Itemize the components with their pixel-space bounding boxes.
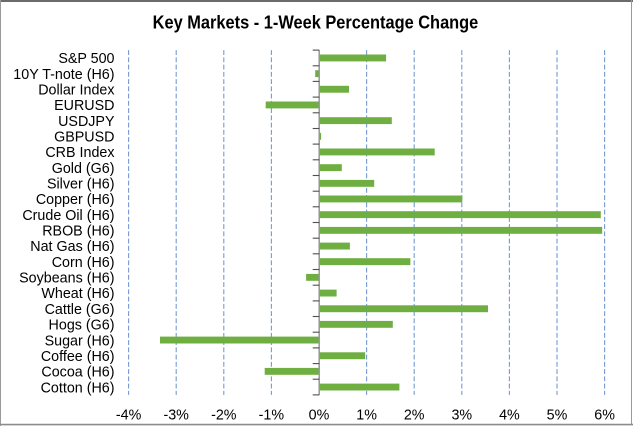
svg-text:S&P 500: S&P 500 — [58, 51, 114, 67]
svg-text:EURUSD: EURUSD — [54, 98, 114, 114]
svg-text:4%: 4% — [499, 408, 520, 424]
svg-text:Copper (H6): Copper (H6) — [36, 192, 115, 208]
svg-text:-4%: -4% — [116, 408, 142, 424]
svg-text:RBOB (H6): RBOB (H6) — [42, 224, 114, 240]
svg-text:GBPUSD: GBPUSD — [54, 130, 114, 146]
svg-text:Coffee (H6): Coffee (H6) — [41, 349, 115, 365]
svg-text:Crude Oil (H6): Crude Oil (H6) — [22, 208, 114, 224]
svg-text:Cocoa (H6): Cocoa (H6) — [41, 365, 114, 381]
svg-text:Corn (H6): Corn (H6) — [52, 255, 115, 271]
svg-text:-3%: -3% — [163, 408, 189, 424]
svg-text:CRB Index: CRB Index — [45, 145, 114, 161]
svg-text:10Y T-note (H6): 10Y T-note (H6) — [13, 67, 114, 83]
svg-text:Key Markets - 1-Week Percentag: Key Markets - 1-Week Percentage Change — [153, 12, 479, 33]
svg-text:3%: 3% — [451, 408, 472, 424]
svg-text:Soybeans (H6): Soybeans (H6) — [19, 271, 114, 287]
svg-text:-2%: -2% — [211, 408, 237, 424]
svg-text:Sugar (H6): Sugar (H6) — [45, 333, 115, 349]
svg-text:0%: 0% — [309, 408, 330, 424]
svg-text:1%: 1% — [356, 408, 377, 424]
svg-text:6%: 6% — [594, 408, 615, 424]
svg-text:Silver (H6): Silver (H6) — [47, 177, 115, 193]
svg-text:5%: 5% — [547, 408, 568, 424]
svg-text:Hogs (G6): Hogs (G6) — [49, 318, 115, 334]
svg-text:Cattle (G6): Cattle (G6) — [45, 302, 115, 318]
svg-text:Cotton (H6): Cotton (H6) — [41, 380, 115, 396]
svg-text:Nat Gas (H6): Nat Gas (H6) — [30, 239, 114, 255]
svg-text:2%: 2% — [404, 408, 425, 424]
svg-text:Dollar Index: Dollar Index — [38, 83, 114, 99]
svg-text:Wheat (H6): Wheat (H6) — [41, 286, 114, 302]
svg-text:Gold (G6): Gold (G6) — [52, 161, 115, 177]
svg-text:-1%: -1% — [259, 408, 285, 424]
svg-text:USDJPY: USDJPY — [58, 114, 115, 130]
